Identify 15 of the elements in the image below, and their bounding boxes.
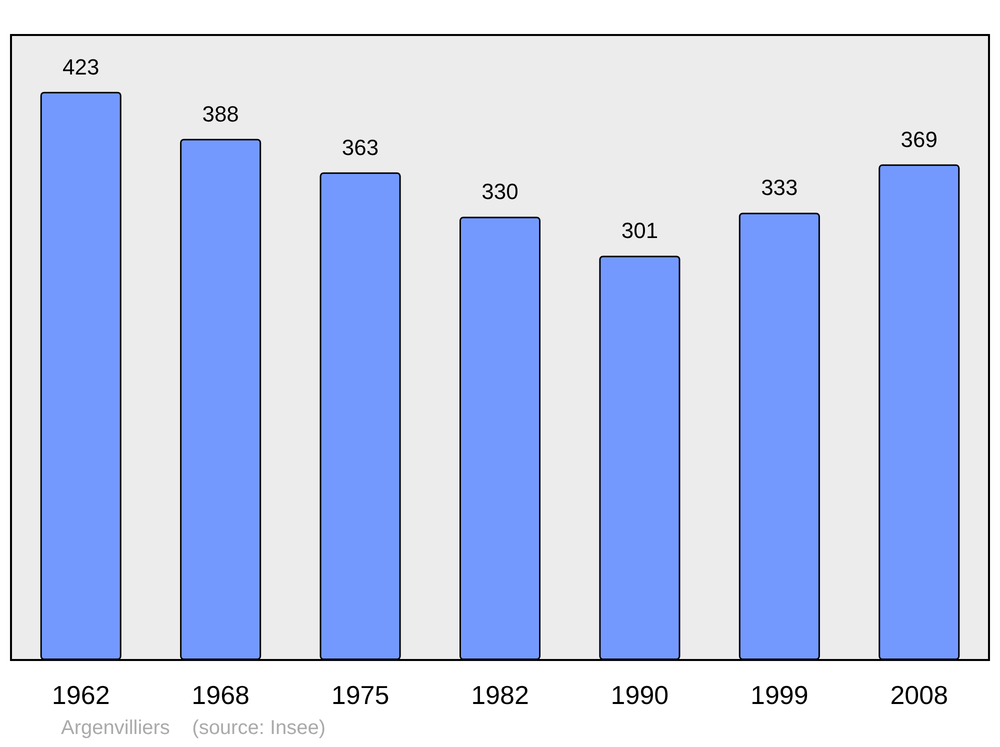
text: Argenvilliers (source: Insee)	[61, 717, 326, 739]
x-tick-label: 1982	[471, 680, 529, 710]
x-tick-label: 2008	[890, 680, 948, 710]
data-label: 301	[621, 218, 658, 244]
data-label: 369	[900, 126, 938, 152]
x-tick-label: 1990	[610, 680, 669, 710]
data-label: 363	[342, 134, 379, 160]
data-label: 423	[62, 54, 100, 80]
x-tick-label: 1968	[192, 680, 250, 710]
x-tick-label: 1962	[52, 680, 110, 710]
data-label: 330	[482, 179, 518, 204]
x-tick-label: 1975	[331, 680, 390, 710]
data-label: 388	[202, 101, 239, 126]
x-tick-label: 1999	[750, 680, 808, 710]
data-label: 333	[761, 175, 798, 200]
